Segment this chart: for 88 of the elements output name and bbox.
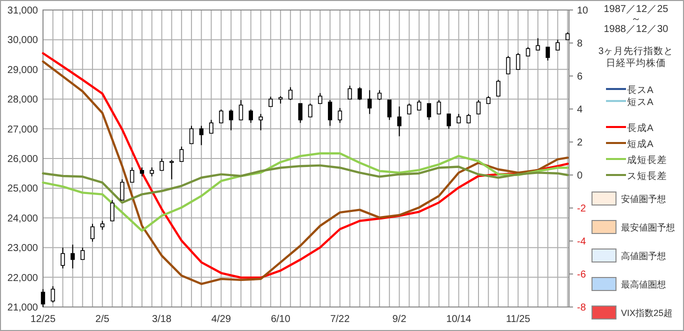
candlestick [209, 119, 214, 134]
y-tick-label: 22,000 [7, 272, 38, 284]
candlestick [506, 56, 510, 74]
y2-tick-label: -8 [577, 302, 586, 314]
title: 1987／12／25 ～ 1988／12／30 [604, 4, 668, 35]
candlestick [90, 223, 95, 242]
candlestick [258, 113, 263, 131]
candlestick [338, 108, 342, 124]
x-tick-label: 4/29 [211, 314, 232, 325]
candlestick [40, 288, 46, 308]
y2-tick-label: -6 [577, 270, 586, 280]
candlestick [60, 247, 65, 269]
candlestick [179, 146, 184, 162]
y-tick-label: 24,000 [7, 213, 38, 224]
candlestick [516, 52, 520, 70]
y2-tick-label: 0 [577, 170, 583, 182]
legend-label: 短成A [627, 138, 654, 150]
candlestick [308, 103, 312, 118]
y-tick-label: 30,000 [7, 35, 38, 46]
y2-tick-label: -4 [577, 236, 586, 248]
y2-tick-label: 10 [577, 6, 589, 16]
legend-label: 長成A [627, 122, 654, 134]
candlestick [50, 286, 55, 304]
legend-label: 最安値圏予想 [621, 222, 675, 232]
legend-label: 安値圏予想 [621, 194, 666, 204]
candlestick [80, 247, 85, 260]
candlestick [219, 108, 224, 124]
x-tick-label: 3/18 [152, 314, 172, 325]
candlestick [496, 79, 500, 97]
x-tick-label: 7/22 [330, 314, 350, 325]
x-tick-label: 2/5 [95, 314, 110, 325]
candlestick [130, 166, 134, 183]
y2-tick-label: 8 [577, 38, 583, 50]
subtitle: 3ヶ月先行指数と日経平均株価 [598, 46, 674, 69]
candlestick [358, 86, 362, 100]
candlestick [189, 125, 194, 144]
legend-label: VIX指数25超 [621, 308, 673, 318]
x-tick-label: 6/10 [270, 314, 291, 325]
y2-tick-label: 2 [577, 138, 583, 148]
candlestick [368, 90, 372, 114]
legend-label: 高値圏予想 [621, 251, 666, 261]
candlestick [70, 244, 75, 269]
x-tick-label: 11/25 [506, 314, 531, 325]
candlestick [556, 39, 560, 51]
candlestick [476, 99, 481, 114]
y2-tick-label: 4 [577, 104, 583, 116]
y-tick-label: 27,000 [7, 124, 38, 136]
candlestick [120, 178, 124, 201]
candlestick [160, 158, 164, 171]
candlestick [328, 99, 332, 126]
candlestick [407, 103, 412, 114]
candlestick [298, 103, 302, 124]
y-tick-label: 31,000 [7, 6, 38, 16]
candlestick [268, 96, 273, 108]
y2-tick-label: -2 [577, 204, 586, 214]
candlestick [170, 159, 174, 180]
candlestick [318, 92, 322, 104]
x-tick-label: 10/14 [446, 314, 472, 325]
y-tick-label: 28,000 [7, 94, 38, 106]
candlestick [546, 46, 550, 61]
candlestick [426, 103, 432, 120]
candlestick [417, 99, 422, 111]
candlestick [110, 200, 114, 222]
y-tick-label: 25,000 [7, 184, 38, 195]
candlestick [397, 106, 402, 137]
legend-label: 長スA [627, 85, 654, 96]
candlestick [536, 38, 540, 51]
x-tick-label: 9/2 [392, 314, 407, 325]
candlestick [377, 90, 382, 100]
y-tick-label: 29,000 [7, 64, 38, 76]
candlestick [288, 86, 293, 100]
candlestick [238, 99, 244, 120]
x-tick-label: 12/25 [30, 314, 56, 325]
candlestick [446, 113, 451, 130]
candlestick [248, 108, 253, 124]
legend-label: 最高値圏想 [621, 280, 666, 290]
candlestick [228, 108, 234, 131]
candlestick [348, 85, 352, 100]
y-tick-label: 23,000 [7, 243, 38, 254]
candlestick [436, 99, 442, 114]
legend-label: ス短長差 [627, 170, 667, 182]
y-tick-label: 21,000 [7, 302, 38, 314]
legend-label: 成短長差 [627, 154, 667, 166]
candlestick [387, 99, 392, 120]
legend-label: 短スA [627, 97, 654, 108]
y-tick-label: 26,000 [7, 154, 38, 165]
y2-tick-label: 6 [577, 72, 583, 82]
candlestick [199, 125, 204, 146]
